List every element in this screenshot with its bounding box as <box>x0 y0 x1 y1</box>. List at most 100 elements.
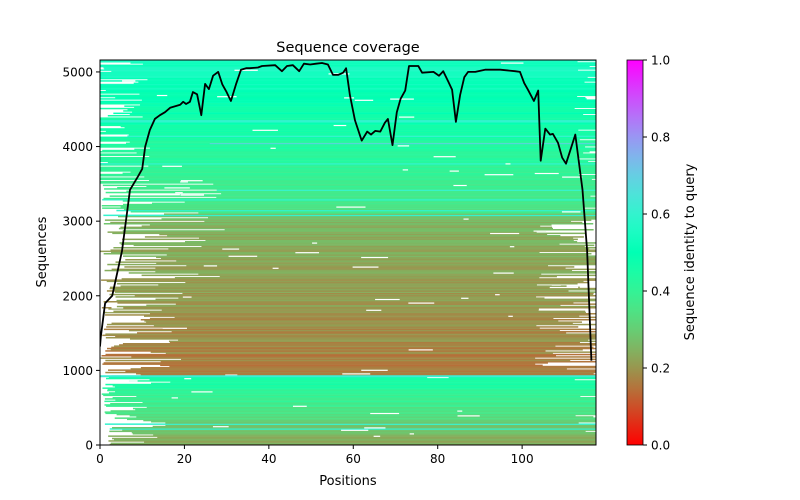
heatmap-row <box>100 103 596 105</box>
heatmap-row <box>134 106 596 109</box>
heatmap-row <box>114 417 596 419</box>
heatmap-row <box>100 160 589 163</box>
heatmap-row <box>167 235 561 237</box>
heatmap-gap <box>312 242 318 244</box>
heatmap-row <box>151 421 596 423</box>
heatmap-row <box>100 140 596 142</box>
heatmap-row <box>100 74 596 76</box>
heatmap-row <box>128 380 596 382</box>
heatmap-row <box>100 143 596 146</box>
heatmap-row <box>114 345 556 347</box>
heatmap-row <box>149 179 596 182</box>
heatmap-row <box>155 271 596 273</box>
colorbar-tick-label: 0.6 <box>651 208 670 222</box>
heatmap-row <box>105 191 596 194</box>
heatmap-row <box>120 243 560 245</box>
heatmap-row <box>100 69 579 71</box>
heatmap-gap <box>295 251 320 254</box>
heatmap-row <box>118 227 553 230</box>
colorbar-tick-label: 0.4 <box>651 285 670 299</box>
heatmap-row <box>105 314 589 316</box>
heatmap-row <box>109 195 591 197</box>
chart-title: Sequence coverage <box>276 40 420 56</box>
heatmap-gap <box>505 163 511 165</box>
heatmap-row <box>103 328 596 331</box>
heatmap-row <box>168 340 596 343</box>
heatmap-row <box>126 190 596 193</box>
heatmap-row <box>101 279 596 281</box>
heatmap <box>100 60 596 445</box>
heatmap-row <box>100 139 580 141</box>
heatmap-row <box>144 236 584 238</box>
heatmap-highlight-row <box>209 143 596 145</box>
colorbar-label: Sequence identity to query <box>683 163 698 340</box>
heatmap-row <box>138 81 585 83</box>
heatmap-row <box>105 89 596 92</box>
heatmap-row <box>122 230 547 232</box>
heatmap-gap <box>463 218 469 220</box>
heatmap-gap <box>549 286 579 289</box>
heatmap-row <box>152 425 596 428</box>
heatmap-row <box>100 157 596 159</box>
heatmap-row <box>100 163 596 165</box>
heatmap-row <box>100 151 590 153</box>
heatmap-row <box>102 184 596 187</box>
heatmap-row <box>160 361 596 363</box>
heatmap-row <box>132 407 596 410</box>
heatmap-row <box>178 297 545 299</box>
heatmap-row <box>108 308 539 310</box>
heatmap-row <box>100 169 596 171</box>
heatmap-row <box>201 245 585 248</box>
heatmap-row <box>174 277 540 279</box>
heatmap-gap <box>551 284 561 286</box>
heatmap-row <box>106 377 596 380</box>
heatmap-row <box>128 272 596 274</box>
heatmap-row <box>100 357 536 359</box>
heatmap-row <box>121 278 596 280</box>
heatmap-gap <box>364 427 386 429</box>
heatmap-gap <box>490 232 520 235</box>
heatmap-row <box>157 436 596 439</box>
heatmap-row <box>136 152 584 154</box>
heatmap-gap <box>164 187 190 189</box>
heatmap-row <box>130 368 567 370</box>
heatmap-gap <box>366 309 382 311</box>
heatmap-row <box>112 437 596 440</box>
x-tick-label: 80 <box>430 452 445 466</box>
heatmap-row <box>120 226 553 229</box>
heatmap-row <box>106 290 569 292</box>
heatmap-row <box>100 159 596 161</box>
heatmap-row <box>102 334 596 337</box>
heatmap-row <box>176 260 596 262</box>
heatmap-gap <box>453 184 467 187</box>
heatmap-row <box>199 237 574 239</box>
heatmap-row <box>103 362 548 364</box>
heatmap-row <box>105 130 596 133</box>
heatmap-row <box>129 415 576 417</box>
heatmap-row <box>160 257 596 260</box>
heatmap-gap <box>344 97 355 99</box>
heatmap-row <box>104 269 573 272</box>
heatmap-row <box>168 248 590 250</box>
x-tick-label: 100 <box>511 452 534 466</box>
heatmap-row <box>100 65 590 68</box>
heatmap-row <box>106 280 584 283</box>
heatmap-gap <box>493 272 514 274</box>
heatmap-row <box>169 365 596 368</box>
heatmap-gap <box>162 327 187 329</box>
heatmap-row <box>112 310 586 313</box>
heatmap-row <box>108 392 596 394</box>
heatmap-row <box>153 325 537 327</box>
heatmap-row <box>100 98 587 100</box>
heatmap-row <box>117 302 574 304</box>
heatmap-row <box>115 296 537 298</box>
heatmap-gap <box>180 194 205 196</box>
heatmap-row <box>107 369 596 371</box>
heatmap-row <box>100 121 596 123</box>
heatmap-row <box>149 224 552 226</box>
heatmap-row <box>165 352 553 355</box>
heatmap-row <box>101 355 557 357</box>
heatmap-row <box>100 182 596 184</box>
heatmap-row <box>186 265 549 267</box>
